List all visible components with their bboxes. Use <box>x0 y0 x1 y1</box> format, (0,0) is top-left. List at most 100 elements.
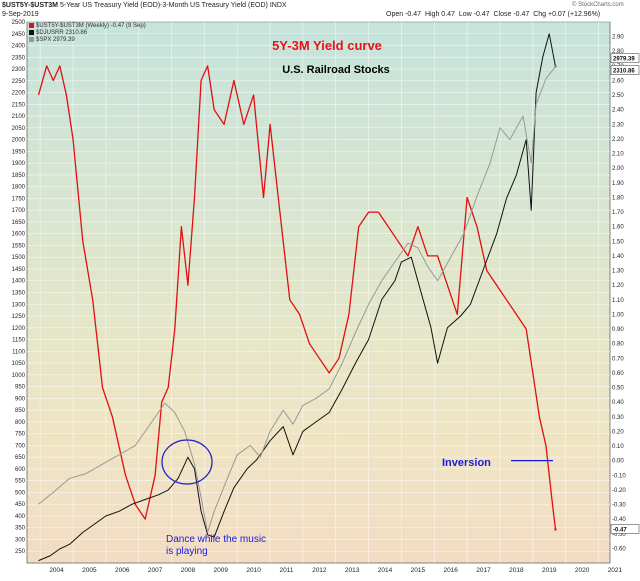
value-badge-label: 2979.39 <box>613 57 635 63</box>
left-tick-label: 1700 <box>12 208 26 214</box>
legend-item: $DJUSRR 2310.86 <box>29 30 87 36</box>
right-tick-label: 2.10 <box>612 152 624 158</box>
left-tick-label: 1100 <box>12 349 26 355</box>
high-label: High <box>424 11 440 18</box>
x-tick-label: 2008 <box>181 567 196 574</box>
annotation-inversion: Inversion <box>442 457 491 469</box>
annotation-layer: 5Y-3M Yield curve U.S. Railroad Stocks Inv… <box>161 38 553 557</box>
x-tick-label: 2005 <box>82 567 97 574</box>
series-last-point-2 <box>554 65 557 68</box>
series-layer <box>37 33 557 562</box>
right-tick-label: 1.60 <box>612 225 624 231</box>
right-tick-label: 1.80 <box>612 195 624 201</box>
left-tick-label: 1650 <box>12 220 26 226</box>
right-tick-label: -0.10 <box>612 473 626 479</box>
right-tick-label: 2.40 <box>612 108 624 114</box>
x-tick-label: 2019 <box>542 567 557 574</box>
x-tick-label: 2018 <box>509 567 524 574</box>
left-tick-label: 550 <box>15 479 26 485</box>
axis-layer: 250 300 350 400 450 500 550 600 650 700 750 800 850 9… <box>12 20 640 574</box>
left-tick-label: 1300 <box>12 302 26 308</box>
left-tick-label: 1950 <box>12 149 26 155</box>
value-badge <box>610 53 640 63</box>
x-tick-label: 2016 <box>443 567 458 574</box>
left-tick-label: 500 <box>15 490 26 496</box>
header-line-1: $UST5Y-$UST3M 5-Year US Treasury Yield (… <box>2 2 287 9</box>
right-tick-label: -0.20 <box>612 488 626 494</box>
legend-label: $UST5Y-$UST3M (Weekly) -0.47 (9 Sep) <box>36 23 146 30</box>
left-tick-label: 2200 <box>12 91 26 97</box>
left-tick-label: 1250 <box>12 314 26 320</box>
left-tick-label: 2500 <box>12 20 26 26</box>
date: 9-Sep-2019 <box>2 11 39 18</box>
left-tick-label: 450 <box>15 502 26 508</box>
exchange: INDX <box>269 2 287 9</box>
left-tick-label: 1800 <box>12 185 26 191</box>
left-tick-label: 2400 <box>12 44 26 50</box>
x-tick-label: 2015 <box>411 567 426 574</box>
annotation-subtitle: U.S. Railroad Stocks <box>282 64 390 76</box>
legend-item: $SPX 2979.39 <box>29 37 75 43</box>
left-tick-label: 250 <box>15 549 26 555</box>
value-badge-label: -0.47 <box>613 527 627 533</box>
left-tick-label: 1750 <box>12 196 26 202</box>
series-last-point-0 <box>554 528 557 531</box>
right-tick-label: 0.80 <box>612 342 624 348</box>
right-tick-label: 0.20 <box>612 429 624 435</box>
close-label: Close <box>493 11 512 18</box>
high-value: 0.47 <box>441 11 455 18</box>
legend-swatch <box>29 23 34 28</box>
left-tick-label: 1550 <box>12 243 26 249</box>
left-tick-label: 1000 <box>12 373 26 379</box>
x-tick-label: 2013 <box>345 567 360 574</box>
right-tick-label: 0.50 <box>612 386 624 392</box>
header-date: 9-Sep-2019 <box>2 11 39 18</box>
low-label: Low <box>458 11 472 18</box>
close-value: -0.47 <box>513 11 530 18</box>
left-tick-label: 600 <box>15 467 26 473</box>
x-tick-label: 2004 <box>49 567 64 574</box>
open-value: -0.47 <box>405 11 422 18</box>
left-tick-label: 1150 <box>12 338 26 344</box>
right-tick-label: 2.00 <box>612 166 624 172</box>
right-tick-label: 2.20 <box>612 137 624 143</box>
left-tick-label: 1350 <box>12 291 26 297</box>
x-tick-label: 2010 <box>246 567 261 574</box>
annotation-title: 5Y-3M Yield curve <box>272 38 382 53</box>
legend-label: $DJUSRR 2310.86 <box>36 30 88 37</box>
low-value: -0.47 <box>473 11 490 18</box>
right-tick-label: -0.30 <box>612 503 626 509</box>
legend-swatch <box>29 30 34 35</box>
x-tick-label: 2007 <box>148 567 163 574</box>
right-tick-label: 0.90 <box>612 327 624 333</box>
x-tick-label: 2020 <box>575 567 590 574</box>
watermark: © StockCharts.com <box>572 2 624 8</box>
right-tick-label: 1.50 <box>612 239 624 245</box>
right-tick-label: 0.40 <box>612 400 624 406</box>
left-tick-label: 1600 <box>12 232 26 238</box>
value-badge <box>610 65 640 75</box>
watermark-text: © StockCharts.com <box>572 2 624 8</box>
symbol: $UST5Y-$UST3M <box>2 2 59 9</box>
left-tick-label: 1450 <box>12 267 26 273</box>
x-tick-label: 2009 <box>214 567 229 574</box>
right-tick-label: 0.70 <box>612 356 624 362</box>
right-tick-label: 1.70 <box>612 210 624 216</box>
left-tick-label: 2050 <box>12 126 26 132</box>
right-tick-label: 2.50 <box>612 93 624 99</box>
left-tick-label: 1500 <box>12 255 26 261</box>
right-tick-label: 2.90 <box>612 35 624 41</box>
right-tick-label: 2.30 <box>612 122 624 128</box>
right-tick-label: 0.10 <box>612 444 624 450</box>
left-tick-label: 650 <box>15 455 26 461</box>
legend-swatch <box>29 37 34 42</box>
right-tick-label: 2.60 <box>612 78 624 84</box>
annotation-dance-line1: Dance while the music <box>166 534 266 545</box>
x-tick-label: 2014 <box>378 567 393 574</box>
left-tick-label: 2150 <box>12 102 26 108</box>
x-tick-label: 2012 <box>312 567 327 574</box>
value-badge-label: 2310.86 <box>613 68 635 74</box>
left-tick-label: 2250 <box>12 79 26 85</box>
